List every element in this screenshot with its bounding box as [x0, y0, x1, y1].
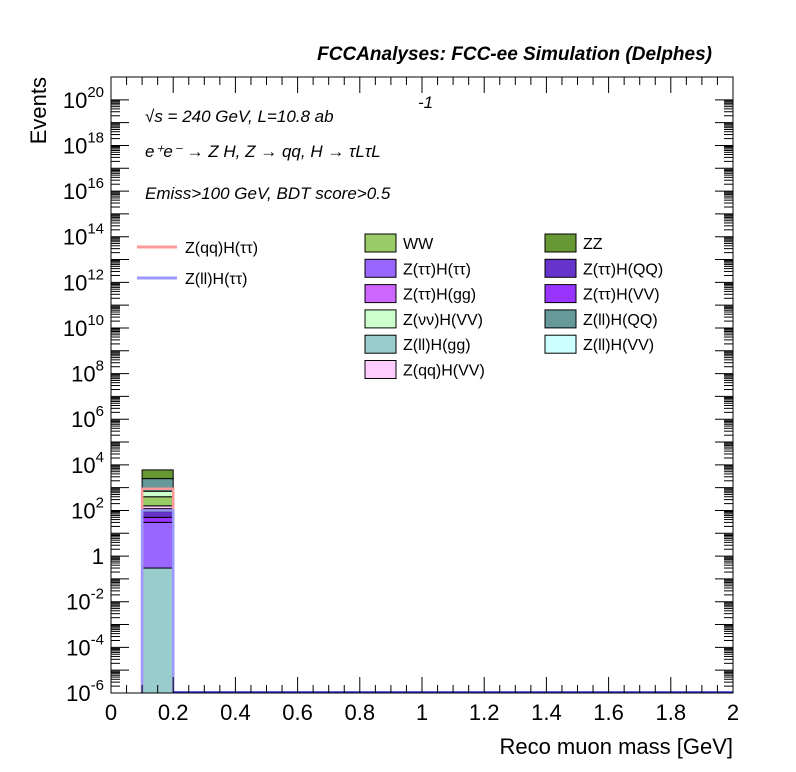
y-tick-label: 1010 — [63, 312, 104, 341]
legend-label: ZZ — [583, 236, 603, 253]
y-tick-label: 1012 — [63, 266, 104, 295]
y-tick-label: 10-4 — [66, 631, 104, 660]
legend-swatch — [544, 258, 577, 278]
legend-label: Z(νν)H(VV) — [403, 312, 483, 329]
x-tick-label: 2 — [727, 700, 739, 725]
legend-swatch — [364, 258, 397, 278]
bar-segment — [141, 469, 174, 480]
legend-label: Z(qq)H(VV) — [403, 363, 485, 380]
legend-label: Z(ττ)H(ττ) — [403, 261, 471, 278]
y-tick-label: 1016 — [63, 175, 104, 204]
legend-swatch — [364, 309, 397, 329]
bar-segment — [141, 496, 174, 507]
y-tick-label: 1018 — [63, 129, 104, 158]
legend-label: WW — [403, 236, 434, 253]
x-tick-label: 0 — [105, 700, 117, 725]
legend-signal-label: Z(ll)H(ττ) — [185, 271, 247, 288]
legend-signal-label: Z(qq)H(ττ) — [185, 240, 258, 257]
legend-label: Z(ll)H(VV) — [583, 337, 654, 354]
legend-swatch — [544, 233, 577, 253]
stacked-bars — [141, 469, 174, 694]
x-tick-label: 1.2 — [469, 700, 500, 725]
bar-segment — [141, 490, 174, 498]
y-axis: 1020 1018 1016 1014 1012 1010 108 106 104 102 1 10-… — [63, 84, 733, 706]
y-tick-label: 10-6 — [66, 677, 104, 706]
y-tick-label: 1014 — [63, 221, 104, 250]
chart-title: FCCAnalyses: FCC-ee Simulation (Delphes) — [317, 44, 712, 65]
legend-label: Z(ττ)H(VV) — [583, 287, 660, 304]
legend-label: Z(ll)H(QQ) — [583, 312, 658, 329]
x-tick-label: 1.6 — [593, 700, 624, 725]
bar-segment — [141, 521, 174, 569]
x-tick-label: 1 — [416, 700, 428, 725]
annotation-process: e⁺e⁻ → Z H, Z → qq, H → τLτL — [145, 142, 381, 161]
x-tick-label: 1.8 — [656, 700, 687, 725]
annotation-luminosity: √s = 240 GeV, L=10.8 ab -1 — [145, 93, 433, 126]
y-tick-label: 106 — [71, 403, 104, 432]
y-tick-label: 108 — [71, 358, 104, 387]
legend-swatch — [544, 334, 577, 354]
y-tick-label: 10-2 — [66, 586, 104, 615]
legend-label: Z(ττ)H(QQ) — [583, 261, 663, 278]
x-tick-label: 0.8 — [345, 700, 376, 725]
x-tick-label: 0.2 — [158, 700, 189, 725]
x-tick-label: 0.6 — [282, 700, 313, 725]
y-tick-label: 102 — [71, 494, 104, 523]
legend-swatch — [364, 284, 397, 304]
legend-swatch — [544, 284, 577, 304]
legend-swatch — [364, 233, 397, 253]
signal-line — [140, 509, 175, 693]
signal-lines — [140, 487, 733, 693]
y-tick-label: 1020 — [63, 84, 104, 113]
x-tick-label: 0.4 — [220, 700, 251, 725]
annotation-luminosity-exponent: -1 — [418, 93, 433, 112]
annotation-luminosity-text: √s = 240 GeV, L=10.8 ab — [145, 107, 334, 126]
y-tick-label: 1 — [92, 544, 104, 569]
x-tick-label: 1.4 — [531, 700, 562, 725]
annotation-cuts: Emiss>100 GeV, BDT score>0.5 — [145, 184, 391, 203]
legend-label: Z(ττ)H(gg) — [403, 287, 476, 304]
x-axis: 0 0.2 0.4 0.6 0.8 1 1.2 1.4 1.6 1.8 2 — [105, 77, 739, 725]
x-axis-label: Reco muon mass [GeV] — [499, 734, 733, 759]
bar-segment — [141, 567, 174, 694]
legend-swatch — [544, 309, 577, 329]
legend-swatch — [364, 360, 397, 379]
legend-label: Z(ll)H(gg) — [403, 337, 471, 354]
y-tick-label: 104 — [71, 449, 104, 478]
bar-segment — [141, 516, 174, 523]
y-axis-label: Events — [26, 77, 51, 144]
bar-segment — [141, 511, 174, 518]
legend-swatch — [364, 334, 397, 354]
legend: Z(qq)H(ττ) Z(ll)H(ττ) WW Z(ττ)H(ττ) Z(ττ)H(g… — [137, 233, 663, 380]
plot-frame — [110, 76, 734, 694]
